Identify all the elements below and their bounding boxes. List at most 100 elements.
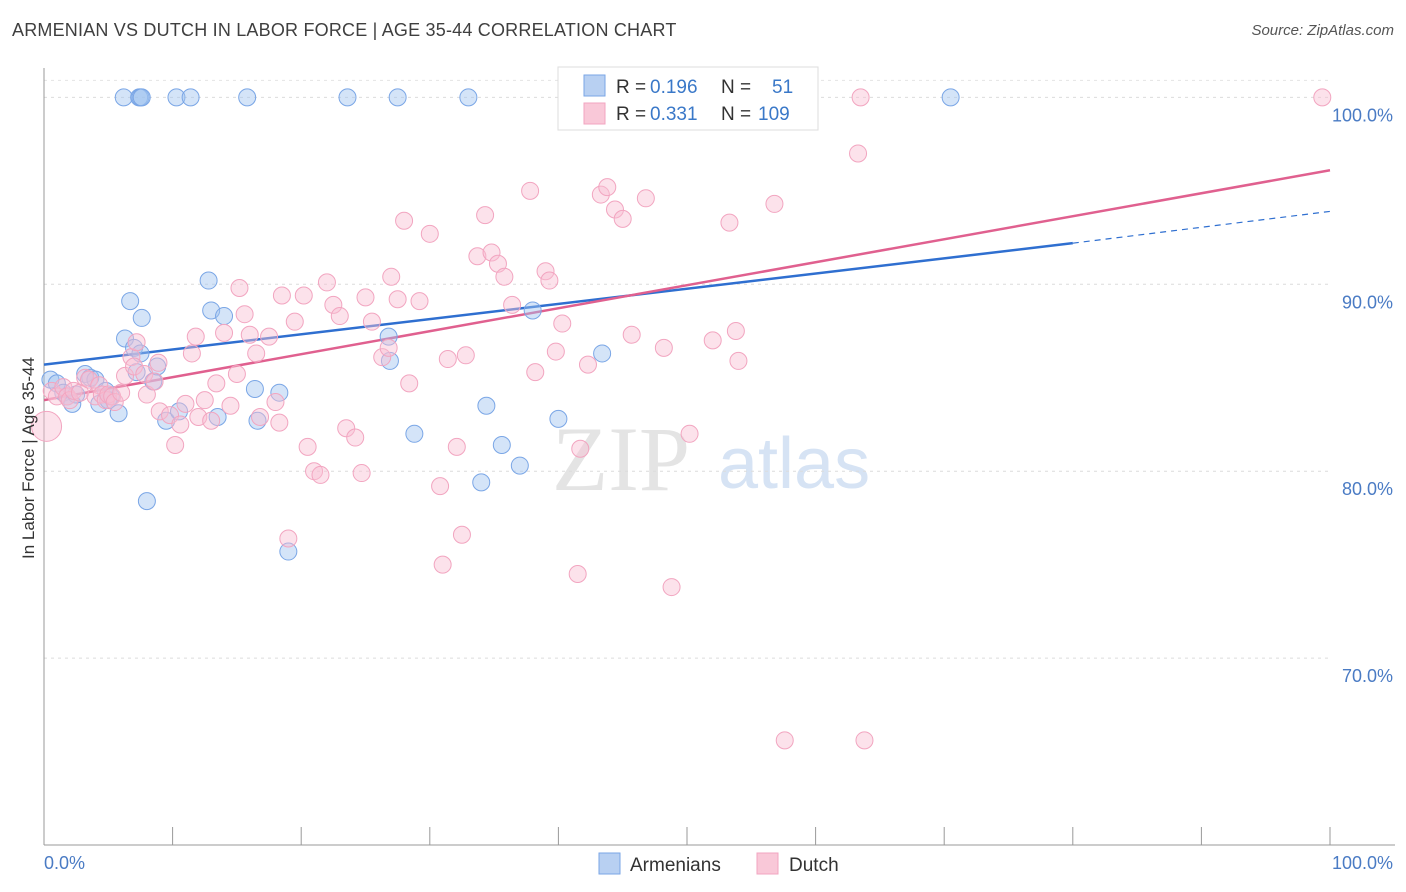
dutch-point-21 [127, 333, 146, 352]
legend-n-label-armenians: N = [721, 77, 751, 98]
dutch-point-105 [729, 351, 748, 370]
dutch-point-104 [726, 322, 745, 341]
armenians-point-38 [270, 383, 289, 402]
dutch-point-50 [285, 312, 304, 331]
dutch-point-52 [298, 437, 317, 456]
x-tick-label-0: 0.0% [44, 853, 85, 873]
dutch-point-74 [447, 437, 466, 456]
armenians-point-24 [137, 492, 156, 511]
dutch-point-31 [182, 344, 201, 363]
dutch-point-103 [720, 213, 739, 232]
dutch-point-58 [337, 419, 356, 438]
dutch-point-83 [521, 181, 540, 200]
dutch-point-79 [482, 243, 501, 262]
dutch-point-100 [662, 578, 681, 597]
armenians-trend-line [43, 241, 1073, 366]
armenians-point-35 [238, 88, 257, 107]
dutch-point-80 [488, 254, 507, 273]
armenians-point-14 [116, 329, 135, 348]
dutch-point-0 [31, 410, 63, 442]
armenians-point-52 [593, 344, 612, 363]
y-tick-label-70: 70.0% [1342, 666, 1393, 686]
dutch-point-66 [388, 290, 407, 309]
watermark-zip: ZIP [552, 408, 690, 510]
armenians-point-51 [549, 409, 568, 428]
armenians-point-48 [492, 436, 511, 455]
dutch-point-32 [186, 327, 205, 346]
dutch-point-36 [207, 374, 226, 393]
y-axis-label: In Labor Force | Age 35-44 [19, 357, 38, 559]
armenians-point-23 [132, 308, 151, 327]
dutch-point-26 [150, 402, 169, 421]
dutch-point-44 [251, 407, 270, 426]
dutch-point-51 [294, 286, 313, 305]
dutch-point-73 [438, 350, 457, 369]
dutch-point-78 [476, 206, 495, 225]
armenians-point-30 [181, 88, 200, 107]
bottom-legend-swatch-dutch [756, 852, 779, 875]
dutch-point-107 [775, 731, 794, 750]
dutch-point-75 [452, 525, 471, 544]
dutch-point-30 [176, 394, 195, 413]
bottom-legend: Armenians Dutch [598, 852, 839, 876]
armenians-point-47 [477, 396, 496, 415]
dutch-point-42 [240, 325, 259, 344]
armenians-point-49 [510, 456, 529, 475]
dutch-point-9 [80, 370, 99, 389]
armenians-point-46 [472, 473, 491, 492]
dutch-point-54 [311, 465, 330, 484]
dutch-point-38 [221, 396, 240, 415]
dutch-point-81 [495, 267, 514, 286]
dutch-point-45 [260, 327, 279, 346]
dutch-point-46 [266, 393, 285, 412]
dutch-point-43 [247, 344, 266, 363]
dutch-point-62 [362, 312, 381, 331]
dutch-point-17 [112, 383, 131, 402]
dutch-point-72 [433, 555, 452, 574]
dutch-point-49 [279, 529, 298, 548]
legend-r-value-armenians: 0.196 [650, 77, 698, 98]
y-tick-label-90: 90.0% [1342, 292, 1393, 312]
dutch-point-101 [680, 424, 699, 443]
armenians-point-19 [131, 344, 150, 363]
dutch-point-48 [272, 286, 291, 305]
dutch-point-65 [382, 267, 401, 286]
armenians-point-43 [388, 88, 407, 107]
axes [43, 68, 1395, 846]
dutch-point-40 [230, 279, 249, 298]
dutch-point-25 [149, 353, 168, 372]
dutch-point-76 [456, 346, 475, 365]
dutch-point-35 [202, 411, 221, 430]
dutch-point-95 [605, 200, 624, 219]
armenians-point-29 [167, 88, 186, 107]
legend-n-value-dutch: 109 [758, 104, 790, 125]
dutch-point-28 [166, 436, 185, 455]
dutch-point-27 [161, 406, 180, 425]
dutch-point-56 [324, 295, 343, 314]
dutch-point-37 [215, 323, 234, 342]
dutch-point-5 [60, 391, 79, 410]
y-tick-labels: 70.0% 80.0% 90.0% 100.0% [1332, 105, 1393, 686]
bottom-legend-swatch-armenians [598, 852, 621, 875]
dutch-point-113 [851, 88, 870, 107]
dutch-point-29 [171, 415, 190, 434]
dutch-point-6 [64, 381, 83, 400]
armenians-point-16 [114, 88, 133, 107]
legend-swatch-armenians [583, 74, 606, 97]
armenians-point-53 [941, 88, 960, 107]
legend-r-value-dutch: 0.331 [650, 104, 698, 125]
dutch-point-106 [765, 194, 784, 213]
legend-swatch-dutch [583, 102, 606, 125]
dutch-point-55 [317, 273, 336, 292]
chart-title: ARMENIAN VS DUTCH IN LABOR FORCE | AGE 3… [12, 20, 677, 40]
dutch-point-85 [536, 262, 555, 281]
armenians-point-50 [523, 301, 542, 320]
x-tick-label-100: 100.0% [1332, 853, 1393, 873]
dutch-point-22 [135, 365, 154, 383]
dutch-point-71 [431, 477, 450, 496]
dutch-point-94 [598, 178, 617, 197]
dutch-point-57 [330, 307, 349, 326]
legend-n-value-armenians: 51 [772, 77, 793, 98]
dutch-point-109 [855, 731, 874, 750]
